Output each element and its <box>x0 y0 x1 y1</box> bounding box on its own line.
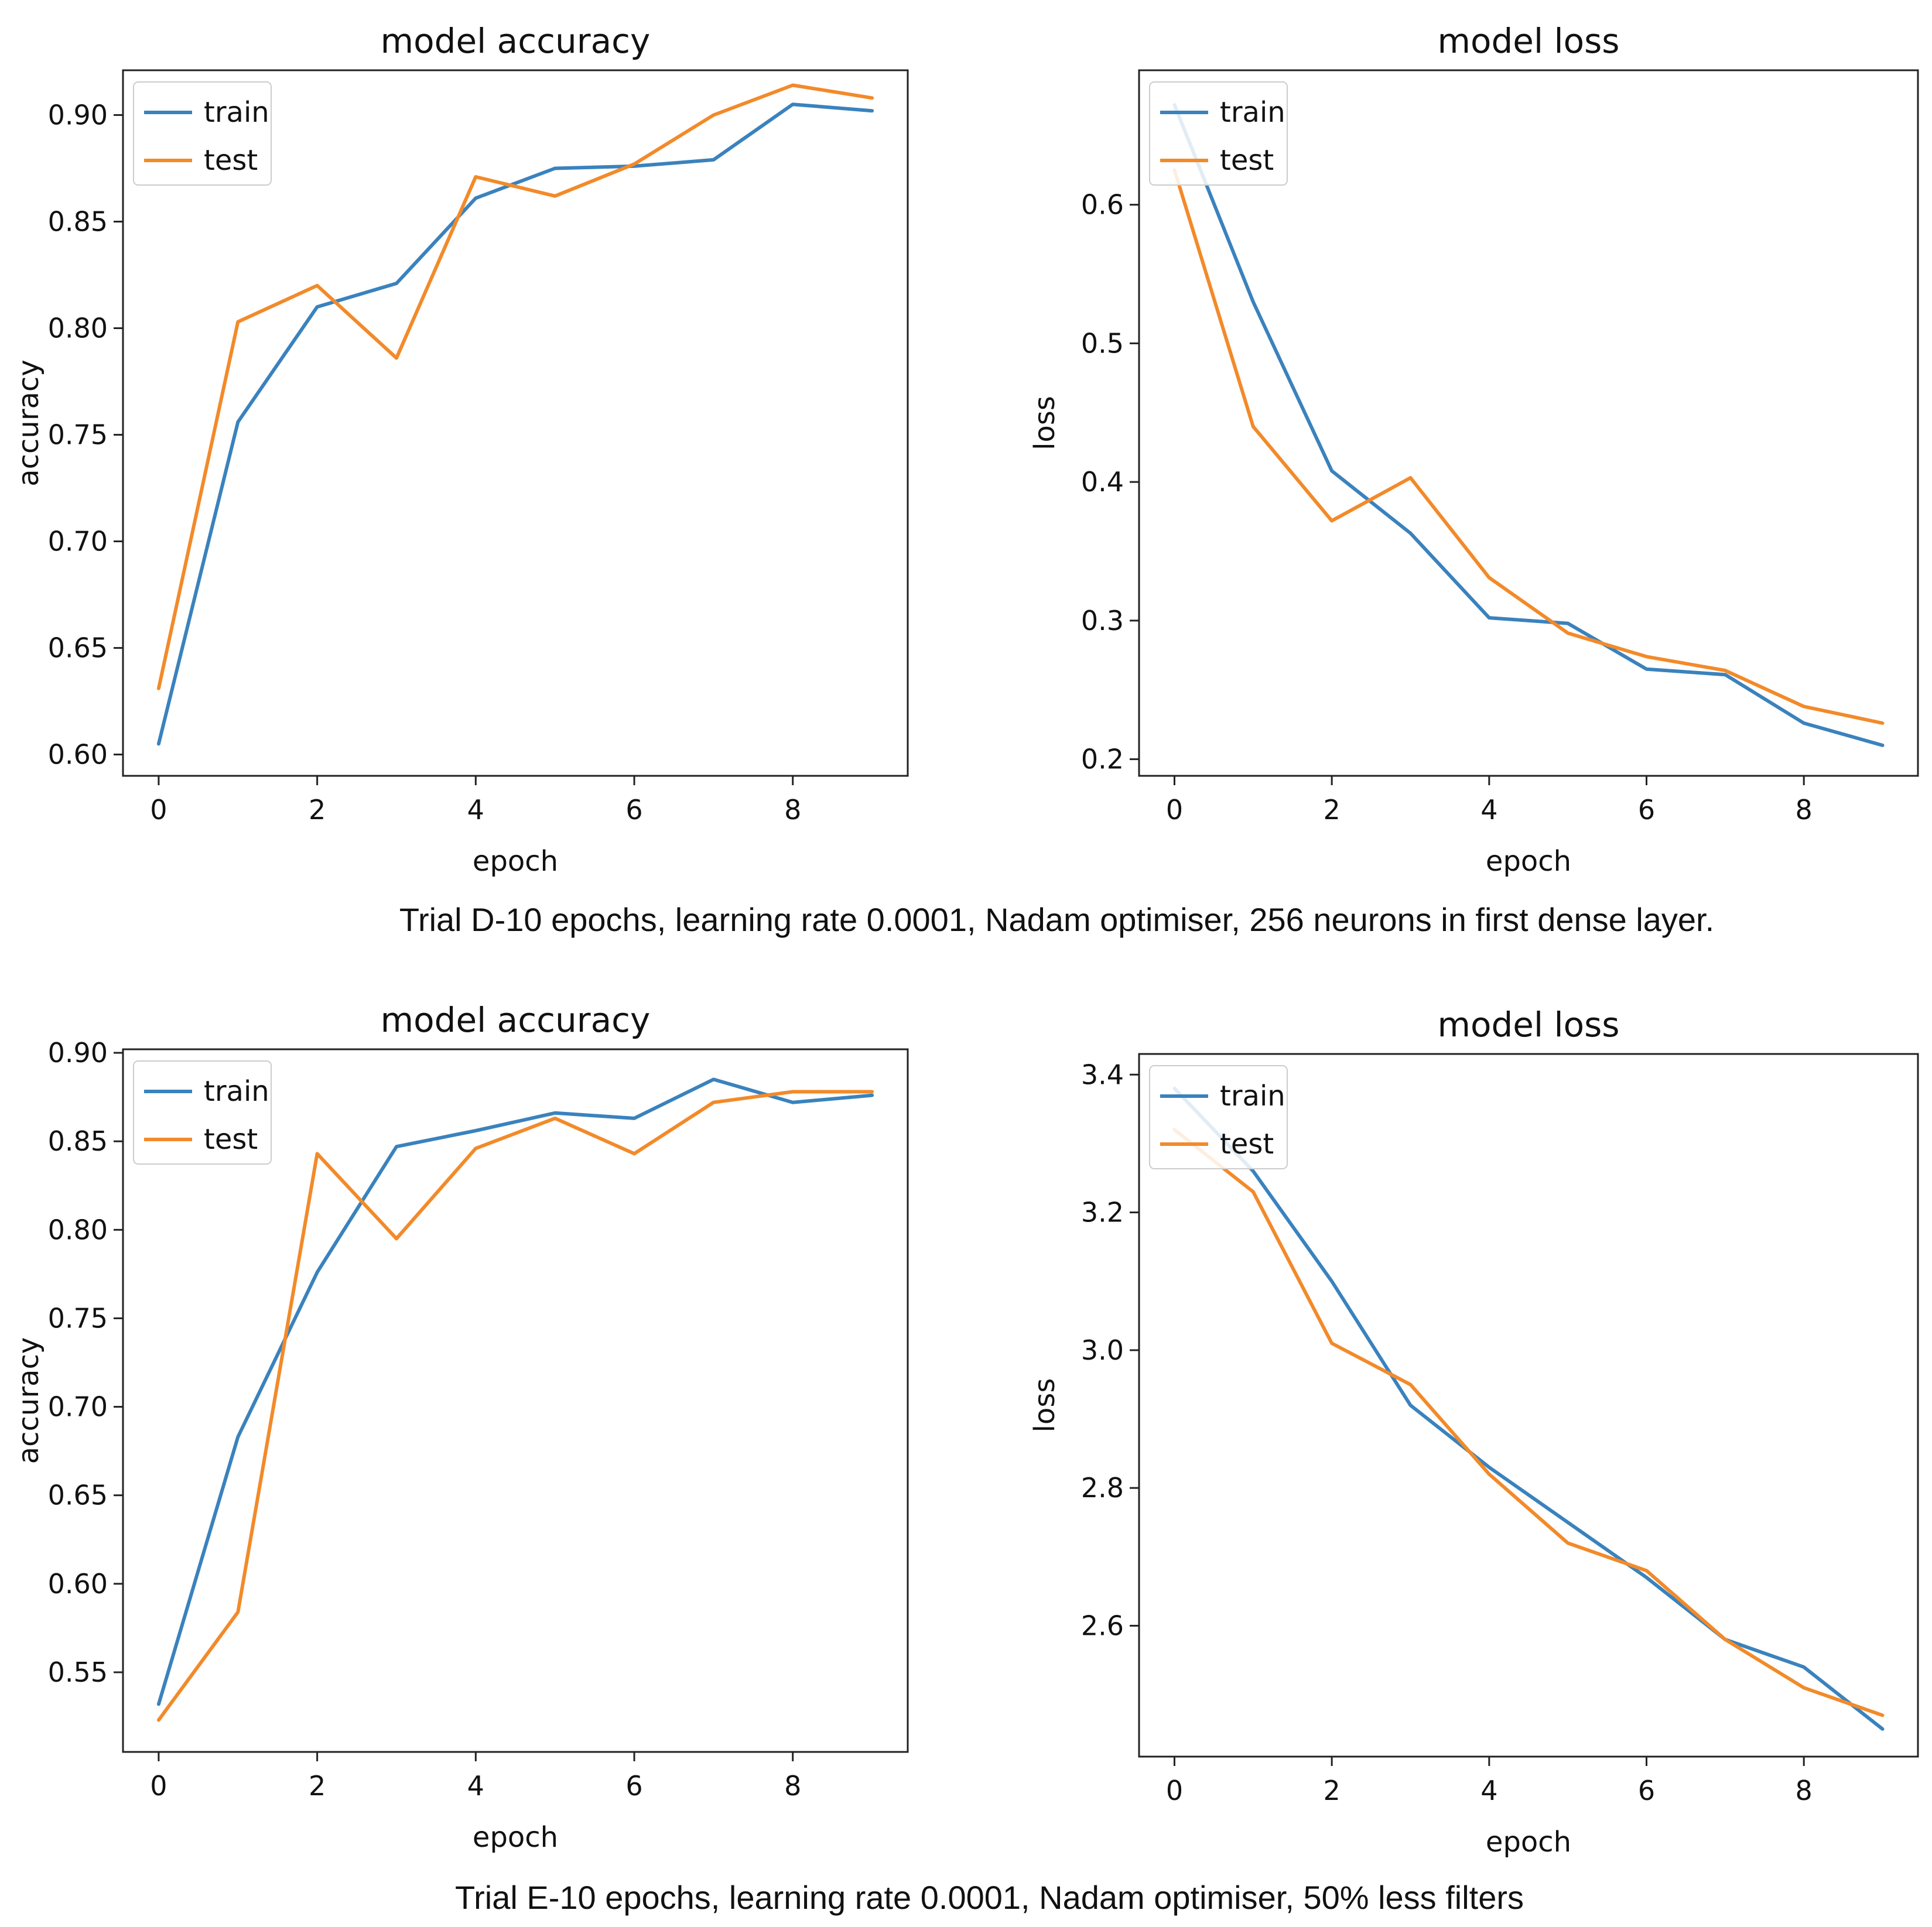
series-line-test <box>156 83 874 690</box>
y-tick-label: 0.80 <box>48 312 108 344</box>
legend-label-test: test <box>1220 144 1274 177</box>
panel-trial-e-loss: model loss 0 2 4 6 8 2.6 2.8 3.0 3.2 3.4 epoch loss t… <box>1028 1005 1919 1858</box>
y-tick-label: 0.60 <box>48 739 108 771</box>
y-axis-label: accuracy <box>12 1337 45 1464</box>
plot-frame <box>1138 69 1919 777</box>
series-line-train <box>156 1077 874 1706</box>
chart-title: model accuracy <box>381 21 651 61</box>
x-axis-label: epoch <box>473 1821 558 1854</box>
y-tick-label: 3.4 <box>1081 1059 1124 1090</box>
y-tick-label: 2.8 <box>1081 1472 1124 1504</box>
chart-title: model accuracy <box>381 1000 651 1040</box>
x-tick-label: 4 <box>1480 1775 1497 1806</box>
y-tick-label: 0.70 <box>48 526 108 557</box>
x-tick-label: 6 <box>1638 794 1655 826</box>
x-tick-label: 4 <box>467 794 484 826</box>
x-tick-label: 6 <box>625 1770 642 1802</box>
series-line-test <box>1172 168 1885 725</box>
caption-trial-d: Trial D-10 epochs, learning rate 0.0001,… <box>399 901 1715 938</box>
series-line-train <box>156 102 874 746</box>
x-axis-label: epoch <box>1486 1826 1571 1858</box>
x-tick-label: 0 <box>1166 794 1183 826</box>
x-tick-label: 2 <box>1324 1775 1341 1806</box>
y-axis-label: loss <box>1028 1378 1061 1433</box>
series-line-test <box>1172 1128 1885 1717</box>
y-tick-label: 0.75 <box>48 1302 108 1334</box>
plot-frame <box>122 69 909 777</box>
y-tick-label: 0.90 <box>48 99 108 131</box>
y-tick-label: 0.65 <box>48 1480 108 1511</box>
y-tick-label: 0.85 <box>48 1125 108 1157</box>
series-line-test <box>156 1090 874 1722</box>
chart-title: model loss <box>1437 21 1619 61</box>
caption-trial-e: Trial E-10 epochs, learning rate 0.0001,… <box>454 1879 1524 1916</box>
panel-trial-d-accuracy: model accuracy 0 2 4 6 8 0.60 0.65 0.70 0.75 0.80 0… <box>12 21 909 878</box>
x-tick-label: 4 <box>1480 794 1497 826</box>
y-tick-label: 0.80 <box>48 1214 108 1245</box>
x-tick-label: 2 <box>309 794 326 826</box>
y-tick-label: 2.6 <box>1081 1610 1124 1641</box>
plot-frame <box>1138 1053 1919 1758</box>
panel-trial-e-accuracy: model accuracy 0 2 4 6 8 0.55 0.60 0.65 0.70 0.75 0… <box>12 1000 909 1854</box>
y-tick-label: 3.0 <box>1081 1334 1124 1366</box>
y-tick-label: 0.3 <box>1081 605 1124 636</box>
chart-title: model loss <box>1437 1005 1619 1045</box>
x-tick-label: 8 <box>784 794 801 826</box>
x-tick-label: 4 <box>467 1770 484 1802</box>
x-tick-label: 6 <box>625 794 642 826</box>
legend-label-train: train <box>1220 96 1285 129</box>
series-line-train <box>1172 1086 1885 1731</box>
y-axis-label: accuracy <box>12 360 45 487</box>
legend-label-train: train <box>204 1075 269 1108</box>
x-tick-label: 0 <box>150 1770 167 1802</box>
x-axis-label: epoch <box>1486 845 1571 878</box>
y-tick-label: 3.2 <box>1081 1197 1124 1228</box>
y-tick-label: 0.90 <box>48 1037 108 1069</box>
legend-label-test: test <box>1220 1128 1274 1161</box>
legend-label-test: test <box>204 144 258 177</box>
y-tick-label: 0.65 <box>48 632 108 664</box>
x-tick-label: 6 <box>1638 1775 1655 1806</box>
y-tick-label: 0.2 <box>1081 744 1124 775</box>
y-tick-label: 0.4 <box>1081 466 1124 498</box>
y-tick-label: 0.55 <box>48 1656 108 1688</box>
y-tick-label: 0.60 <box>48 1568 108 1600</box>
panel-trial-d-loss: model loss 0 2 4 6 8 0.2 0.3 0.4 0.5 0.6 epoch loss t… <box>1028 21 1919 878</box>
x-tick-label: 0 <box>1166 1775 1183 1806</box>
x-tick-label: 2 <box>309 1770 326 1802</box>
x-tick-label: 8 <box>1796 794 1813 826</box>
y-tick-label: 0.85 <box>48 206 108 237</box>
x-tick-label: 8 <box>784 1770 801 1802</box>
legend-label-test: test <box>204 1123 258 1156</box>
series-line-train <box>1172 103 1885 747</box>
x-tick-label: 8 <box>1796 1775 1813 1806</box>
x-tick-label: 2 <box>1324 794 1341 826</box>
legend-label-train: train <box>204 96 269 129</box>
x-tick-label: 0 <box>150 794 167 826</box>
x-axis-label: epoch <box>473 845 558 878</box>
y-axis-label: loss <box>1028 396 1061 450</box>
legend-label-train: train <box>1220 1080 1285 1113</box>
y-tick-label: 0.6 <box>1081 189 1124 221</box>
plot-frame <box>122 1048 909 1753</box>
y-tick-label: 0.5 <box>1081 327 1124 359</box>
y-tick-label: 0.70 <box>48 1391 108 1423</box>
y-tick-label: 0.75 <box>48 419 108 451</box>
